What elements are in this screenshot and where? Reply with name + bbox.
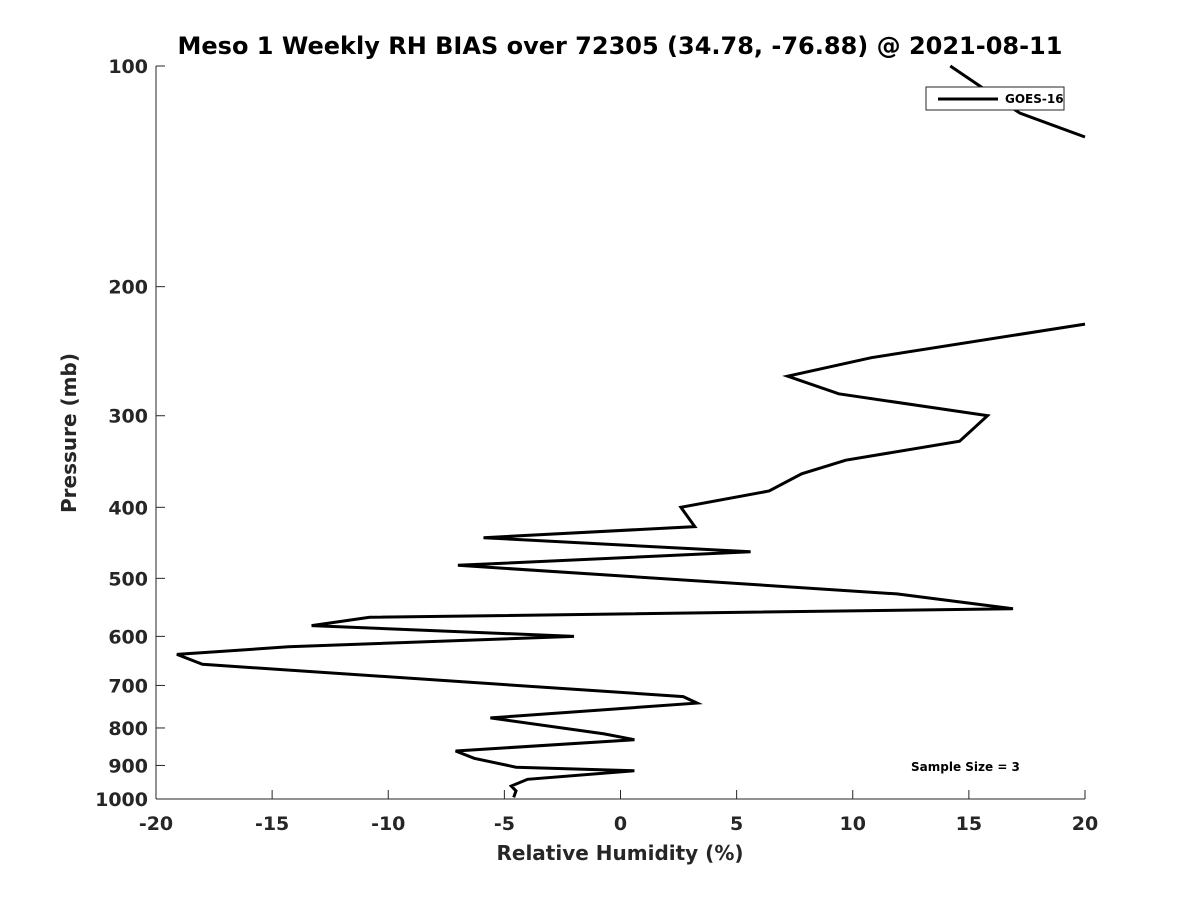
x-tick-label: 15 [956,813,982,835]
y-tick-label: 300 [108,406,148,428]
legend-label-goes-16: GOES-16 [1005,92,1064,106]
y-tick-label: 700 [108,675,148,697]
y-tick-label: 600 [108,626,148,648]
axis-ticks: -20 -15 -10 -5 0 5 10 15 20 100 200 300 400 500 600 700… [95,56,1098,835]
x-tick-label: 0 [614,813,627,835]
y-tick-label: 1000 [95,789,148,811]
y-axis-label: Pressure (mb) [57,353,81,513]
series-layer [176,64,1086,798]
y-tick-label: 800 [108,718,148,740]
x-axis-label: Relative Humidity (%) [496,841,743,865]
x-tick-label: -5 [494,813,515,835]
x-tick-label: 20 [1072,813,1098,835]
series-line-goes-16 [176,322,1086,798]
x-tick-label: 10 [840,813,866,835]
x-tick-label: -10 [371,813,405,835]
y-tick-label: 900 [108,755,148,777]
series-line-goes-16 [949,64,1086,139]
legend: GOES-16 [925,86,1065,111]
y-tick-label: 500 [108,568,148,590]
y-tick-label: 400 [108,497,148,519]
x-tick-label: 5 [730,813,743,835]
y-tick-label: 100 [108,56,148,78]
chart-title: Meso 1 Weekly RH BIAS over 72305 (34.78,… [178,32,1063,60]
sample-size-annotation: Sample Size = 3 [911,760,1020,774]
y-tick-label: 200 [108,277,148,299]
x-tick-label: -20 [139,813,173,835]
plot-axes [155,66,1085,800]
x-tick-label: -15 [255,813,289,835]
